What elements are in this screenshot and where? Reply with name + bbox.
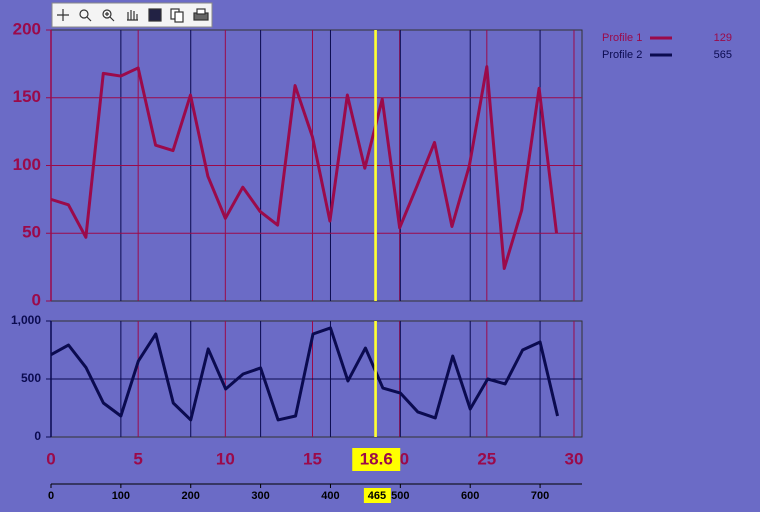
cursor-label: 465 [368,490,386,502]
x-tick-label: 200 [182,490,200,502]
x-tick-label: 300 [251,490,269,502]
y-tick-label: 150 [13,87,41,106]
x-tick-label: 15 [303,449,322,468]
y-tick-label: 100 [13,155,41,174]
x-tick-label: 100 [112,490,130,502]
x-tick-label: 0 [46,449,55,468]
x-tick-label: 0 [48,490,54,502]
toolbar [51,2,213,28]
y-tick-label: 0 [32,290,41,309]
y-tick-label: 200 [13,19,41,38]
x-tick-label: 5 [133,449,142,468]
x-tick-label: 10 [216,449,235,468]
x-tick-label: 600 [461,490,479,502]
legend-readout: 129 [714,32,732,44]
cursor-label: 18.6 [360,449,393,468]
y-tick-label: 500 [21,371,41,385]
y-tick-label: 50 [22,223,41,242]
cursor-label-box [363,488,391,503]
legend-label: Profile 1 [602,32,642,44]
x-tick-label: 30 [565,449,584,468]
legend-label: Profile 2 [602,49,642,61]
x-tick-label: 25 [477,449,496,468]
x-tick-label: 700 [531,490,549,502]
x-tick-label: 500 [391,490,409,502]
series-line [50,326,560,422]
y-tick-label: 0 [34,429,41,443]
series-line [50,65,559,270]
x-tick-label: 400 [321,490,339,502]
cursor-label-box [352,448,401,471]
y-tick-label: 1,000 [11,313,41,327]
legend-readout: 565 [714,49,732,61]
